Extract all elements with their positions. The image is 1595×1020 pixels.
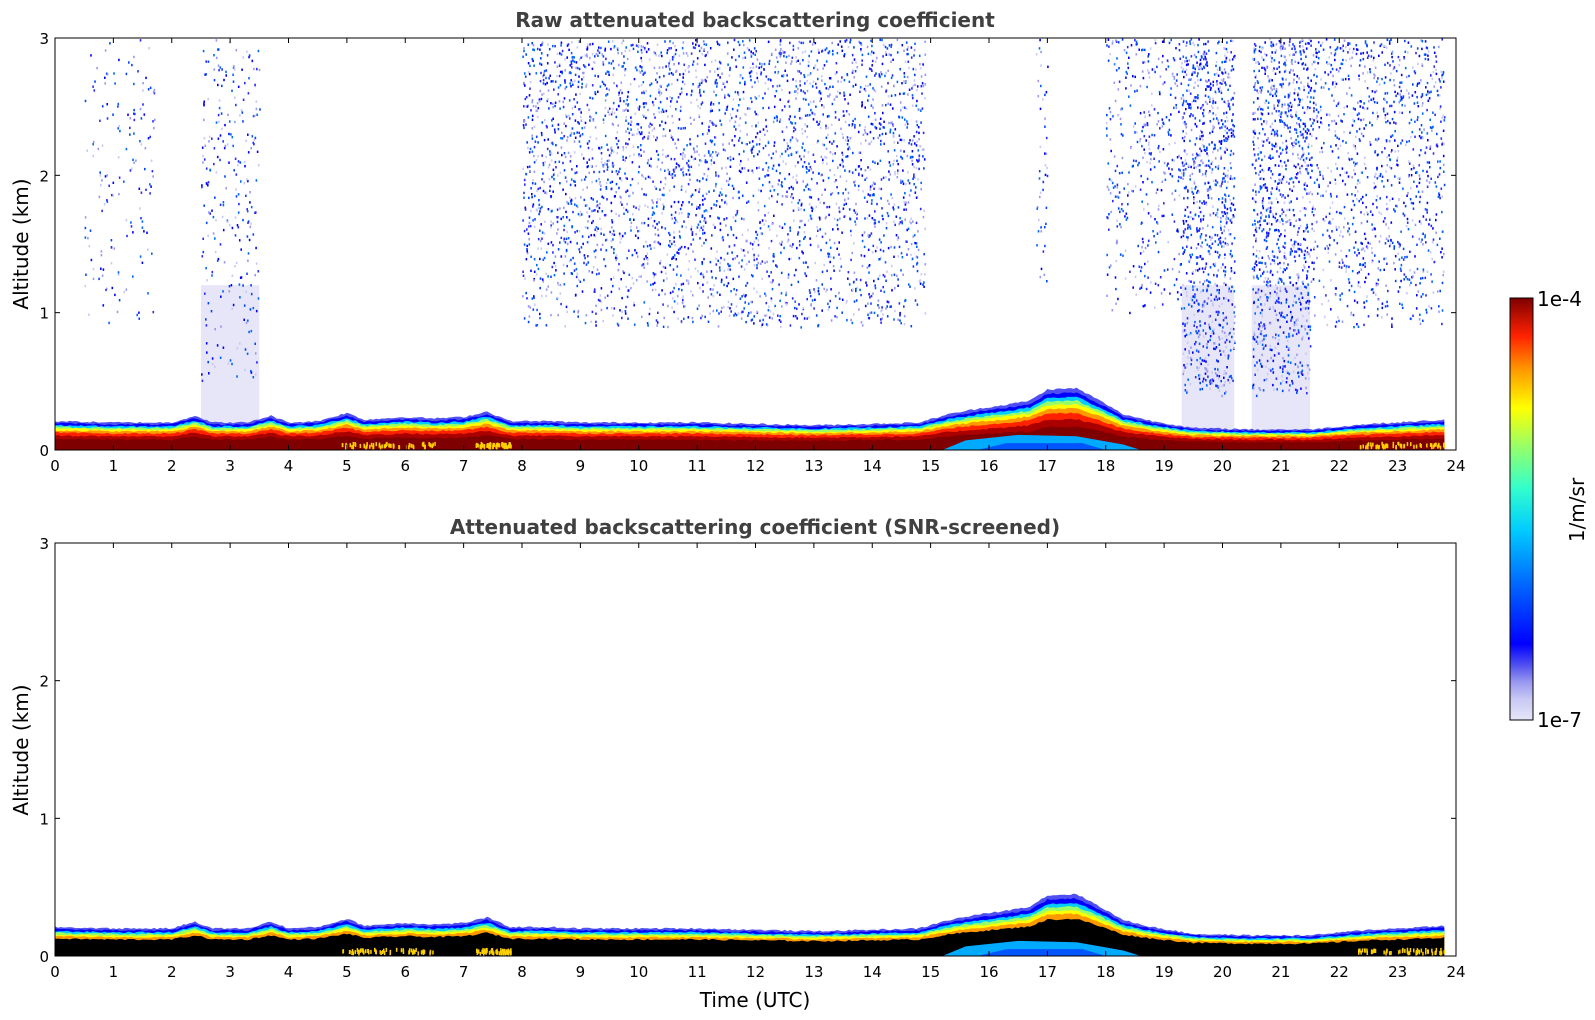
aerosol-column-4 — [1105, 38, 1183, 315]
x-tick-label: 16 — [979, 963, 998, 981]
x-tick-label: 1 — [109, 963, 119, 981]
y-axis-label-screened: Altitude (km) — [9, 684, 33, 815]
axis-ticks-screened: 0 1 2 3 4 5 6 7 8 9 10 11 12 13 14 15 16 17 18 19 20 21 22 23 24… — [39, 535, 1465, 981]
axis-ticks-raw: 0 1 2 3 4 5 6 7 8 9 10 11 12 13 14 15 16 17 18 19 20 21 22 23 24… — [39, 30, 1465, 475]
axes-frame-screened — [54, 542, 1457, 957]
y-tick-label: 2 — [39, 673, 49, 691]
x-tick-label: 9 — [576, 457, 586, 475]
x-tick-label: 22 — [1330, 963, 1349, 981]
x-tick-label: 9 — [576, 963, 586, 981]
x-tick-label: 21 — [1271, 963, 1290, 981]
x-tick-label: 24 — [1446, 963, 1465, 981]
x-tick-label: 15 — [921, 963, 940, 981]
aerosol-column-3 — [1035, 38, 1049, 283]
x-tick-label: 23 — [1388, 963, 1407, 981]
x-tick-label: 14 — [863, 963, 882, 981]
x-tick-label: 0 — [50, 457, 60, 475]
x-tick-label: 21 — [1271, 457, 1290, 475]
chart-title-raw: Raw attenuated backscattering coefficien… — [515, 8, 995, 32]
y-tick-label: 0 — [39, 442, 49, 460]
aerosol-column-0 — [84, 39, 156, 325]
x-tick-label: 17 — [1038, 963, 1057, 981]
x-tick-label: 5 — [342, 963, 352, 981]
plot-area-raw — [55, 38, 1446, 450]
axes-frame-raw — [54, 37, 1457, 451]
x-tick-label: 7 — [459, 457, 469, 475]
x-tick-label: 11 — [688, 457, 707, 475]
aerosol-column-2 — [522, 38, 927, 329]
aerosol-column-6 — [1251, 38, 1312, 398]
plot-area-screened — [55, 893, 1445, 956]
x-tick-label: 13 — [804, 457, 823, 475]
near-ground-blue-region — [977, 949, 1106, 956]
x-tick-label: 18 — [1096, 963, 1115, 981]
aerosol-haze-1 — [200, 285, 260, 430]
x-tick-label: 3 — [225, 963, 235, 981]
x-tick-label: 6 — [400, 457, 410, 475]
x-tick-label: 6 — [400, 963, 410, 981]
panel-raw: Raw attenuated backscattering coefficien… — [9, 8, 1466, 475]
x-tick-label: 12 — [746, 963, 765, 981]
colorbar-unit-label: 1/m/sr — [1565, 477, 1589, 542]
x-tick-label: 11 — [688, 963, 707, 981]
x-tick-label: 8 — [517, 963, 527, 981]
y-tick-label: 3 — [39, 30, 49, 48]
colorbar: 1e-4 1e-7 1/m/sr — [1509, 287, 1589, 732]
x-tick-label: 20 — [1213, 457, 1232, 475]
chart-title-screened: Attenuated backscattering coefficient (S… — [450, 515, 1060, 539]
x-tick-label: 16 — [979, 457, 998, 475]
aerosol-column-1 — [201, 39, 261, 382]
x-tick-label: 17 — [1038, 457, 1057, 475]
x-tick-label: 1 — [109, 457, 119, 475]
x-tick-label: 0 — [50, 963, 60, 981]
y-tick-label: 1 — [39, 305, 49, 323]
x-tick-label: 10 — [629, 457, 648, 475]
y-tick-label: 3 — [39, 535, 49, 553]
x-tick-label: 12 — [746, 457, 765, 475]
x-axis-label: Time (UTC) — [699, 988, 811, 1012]
y-tick-label: 0 — [39, 948, 49, 966]
x-tick-label: 24 — [1446, 457, 1465, 475]
colorbar-max-label: 1e-4 — [1537, 287, 1582, 311]
x-tick-label: 18 — [1096, 457, 1115, 475]
aerosol-haze-5 — [1181, 285, 1235, 430]
colorbar-gradient — [1509, 297, 1534, 721]
y-tick-label: 2 — [39, 167, 49, 185]
y-axis-label-raw: Altitude (km) — [9, 178, 33, 309]
x-tick-label: 2 — [167, 963, 177, 981]
x-tick-label: 22 — [1330, 457, 1349, 475]
ground-speckles — [342, 947, 1445, 956]
aerosol-haze-6 — [1251, 285, 1311, 430]
x-tick-label: 14 — [863, 457, 882, 475]
x-tick-label: 8 — [517, 457, 527, 475]
x-tick-label: 2 — [167, 457, 177, 475]
panel-screened: Attenuated backscattering coefficient (S… — [9, 515, 1466, 1012]
x-tick-label: 4 — [284, 457, 294, 475]
x-tick-label: 7 — [459, 963, 469, 981]
x-tick-label: 13 — [804, 963, 823, 981]
x-tick-label: 19 — [1155, 963, 1174, 981]
x-tick-label: 3 — [225, 457, 235, 475]
aerosol-column-5 — [1181, 38, 1236, 398]
colorbar-min-label: 1e-7 — [1537, 708, 1582, 732]
x-tick-label: 15 — [921, 457, 940, 475]
x-tick-label: 5 — [342, 457, 352, 475]
near-ground-blue-region — [977, 443, 1106, 450]
x-tick-label: 10 — [629, 963, 648, 981]
x-tick-label: 20 — [1213, 963, 1232, 981]
x-tick-label: 4 — [284, 963, 294, 981]
x-tick-label: 23 — [1388, 457, 1407, 475]
aerosol-column-7 — [1310, 38, 1446, 329]
x-tick-label: 19 — [1155, 457, 1174, 475]
ground-speckles — [341, 441, 1445, 450]
y-tick-label: 1 — [39, 810, 49, 828]
